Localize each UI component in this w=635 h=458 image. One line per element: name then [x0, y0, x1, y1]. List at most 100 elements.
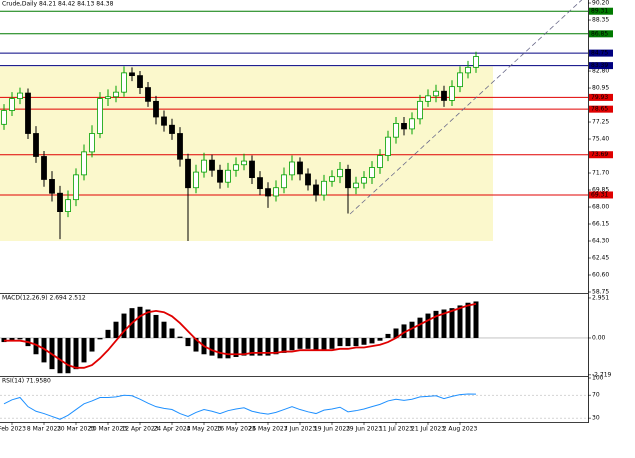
- candle-body: [41, 156, 47, 180]
- candle-body: [17, 92, 23, 99]
- macd-bar: [361, 337, 367, 345]
- macd-bar: [121, 313, 127, 338]
- candle-body: [97, 98, 103, 134]
- macd-bar: [433, 310, 439, 338]
- candle-body: [145, 87, 151, 102]
- y-tick-label: 58.75: [592, 289, 609, 296]
- y-tick-label: 100: [592, 375, 604, 382]
- x-tick-label: 7 Jun 2023: [284, 426, 316, 433]
- macd-bar: [81, 337, 87, 363]
- candle-body: [113, 91, 119, 98]
- candle-body: [193, 171, 199, 189]
- macd-bar: [57, 337, 63, 374]
- x-tick-label: 12 Apr 2023: [121, 426, 158, 433]
- x-tick-label: 11 Jul 2023: [379, 426, 413, 433]
- candle-body: [313, 184, 319, 196]
- y-tick-label: 90.20: [592, 0, 609, 7]
- level-box: [589, 30, 613, 38]
- candle-body: [377, 155, 383, 168]
- macd-bar: [425, 313, 431, 338]
- candle-body: [401, 122, 407, 130]
- macd-bar: [473, 301, 479, 338]
- candle-body: [57, 192, 63, 213]
- macd-bar: [329, 337, 335, 349]
- macd-bar: [65, 337, 71, 374]
- macd-bar: [97, 337, 103, 340]
- macd-bar: [417, 317, 423, 338]
- candle-body: [345, 168, 351, 189]
- macd-bar: [113, 321, 119, 338]
- candle-body: [329, 176, 335, 182]
- x-tick-label: Feb 2023: [0, 426, 26, 433]
- macd-bar: [161, 321, 167, 338]
- candle-body: [65, 199, 71, 213]
- y-tick-label: 62.45: [592, 255, 609, 262]
- candle-body: [265, 188, 271, 197]
- y-tick-label: 82.80: [592, 68, 609, 75]
- macd-bar: [273, 337, 279, 355]
- candle-body: [473, 56, 479, 68]
- macd-bar: [393, 328, 399, 338]
- level-label: 84.75: [591, 50, 608, 57]
- y-tick-label: 80.95: [592, 85, 609, 92]
- macd-bar: [465, 302, 471, 338]
- candle-body: [281, 174, 287, 189]
- candle-body: [337, 168, 343, 178]
- y-tick-label: 68.00: [592, 204, 609, 211]
- candle-body: [433, 90, 439, 97]
- signal-line: [4, 303, 477, 369]
- candle-body: [33, 133, 39, 157]
- macd-bar: [217, 337, 223, 359]
- y-tick-label: 70: [592, 392, 600, 399]
- macd-bar: [233, 337, 239, 357]
- candle-body: [121, 72, 127, 93]
- macd-bar: [265, 337, 271, 356]
- y-tick-label: 69.85: [592, 187, 609, 194]
- candle-body: [385, 136, 391, 156]
- candle-body: [185, 158, 191, 189]
- macd-bar: [353, 337, 359, 347]
- x-tick-label: 19 Jun 2023: [314, 426, 350, 433]
- candle-body: [209, 159, 215, 171]
- macd-bar: [185, 337, 191, 347]
- chart-title: Crude,Daily 84.21 84.42 84.13 84.38: [2, 1, 114, 8]
- macd-bar: [385, 333, 391, 338]
- candle-body: [257, 177, 263, 190]
- macd-bar: [73, 337, 79, 370]
- candle-body: [81, 151, 87, 176]
- rsi-line: [3, 393, 477, 420]
- candle-body: [177, 133, 183, 160]
- macd-bar: [145, 309, 151, 338]
- zone: [0, 66, 493, 242]
- y-tick-label: 88.35: [592, 17, 609, 24]
- candle-body: [289, 161, 295, 176]
- candle-body: [73, 174, 79, 201]
- macd-bar: [313, 337, 319, 351]
- trend-line: [349, 0, 583, 215]
- level-label: 69.31: [591, 191, 608, 198]
- macd-bar: [17, 337, 23, 340]
- candle-body: [105, 96, 111, 99]
- level-label: 79.93: [591, 94, 608, 101]
- x-tick-label: 20 Mar 2023: [57, 426, 95, 433]
- macd-bar: [369, 337, 375, 344]
- candle-body: [233, 164, 239, 171]
- y-tick-label: 2.951: [592, 294, 609, 301]
- candle-body: [353, 182, 359, 189]
- macd-title: MACD(12,26,9) 2.694 2.512: [2, 295, 86, 302]
- macd-bar: [177, 336, 183, 338]
- macd-bar: [281, 337, 287, 353]
- macd-bar: [41, 337, 47, 363]
- y-tick-label: 71.70: [592, 170, 609, 177]
- candle-body: [161, 116, 167, 126]
- zone-layer: [0, 66, 493, 242]
- candle-body: [137, 75, 143, 88]
- candle-body: [153, 100, 159, 118]
- candle-body: [241, 160, 247, 166]
- x-tick-label: 26 May 2023: [248, 426, 287, 433]
- macd-bar: [321, 337, 327, 351]
- x-tick-label: 4 May 2023: [186, 426, 221, 433]
- macd-bar: [337, 337, 343, 347]
- candle-body: [49, 179, 55, 194]
